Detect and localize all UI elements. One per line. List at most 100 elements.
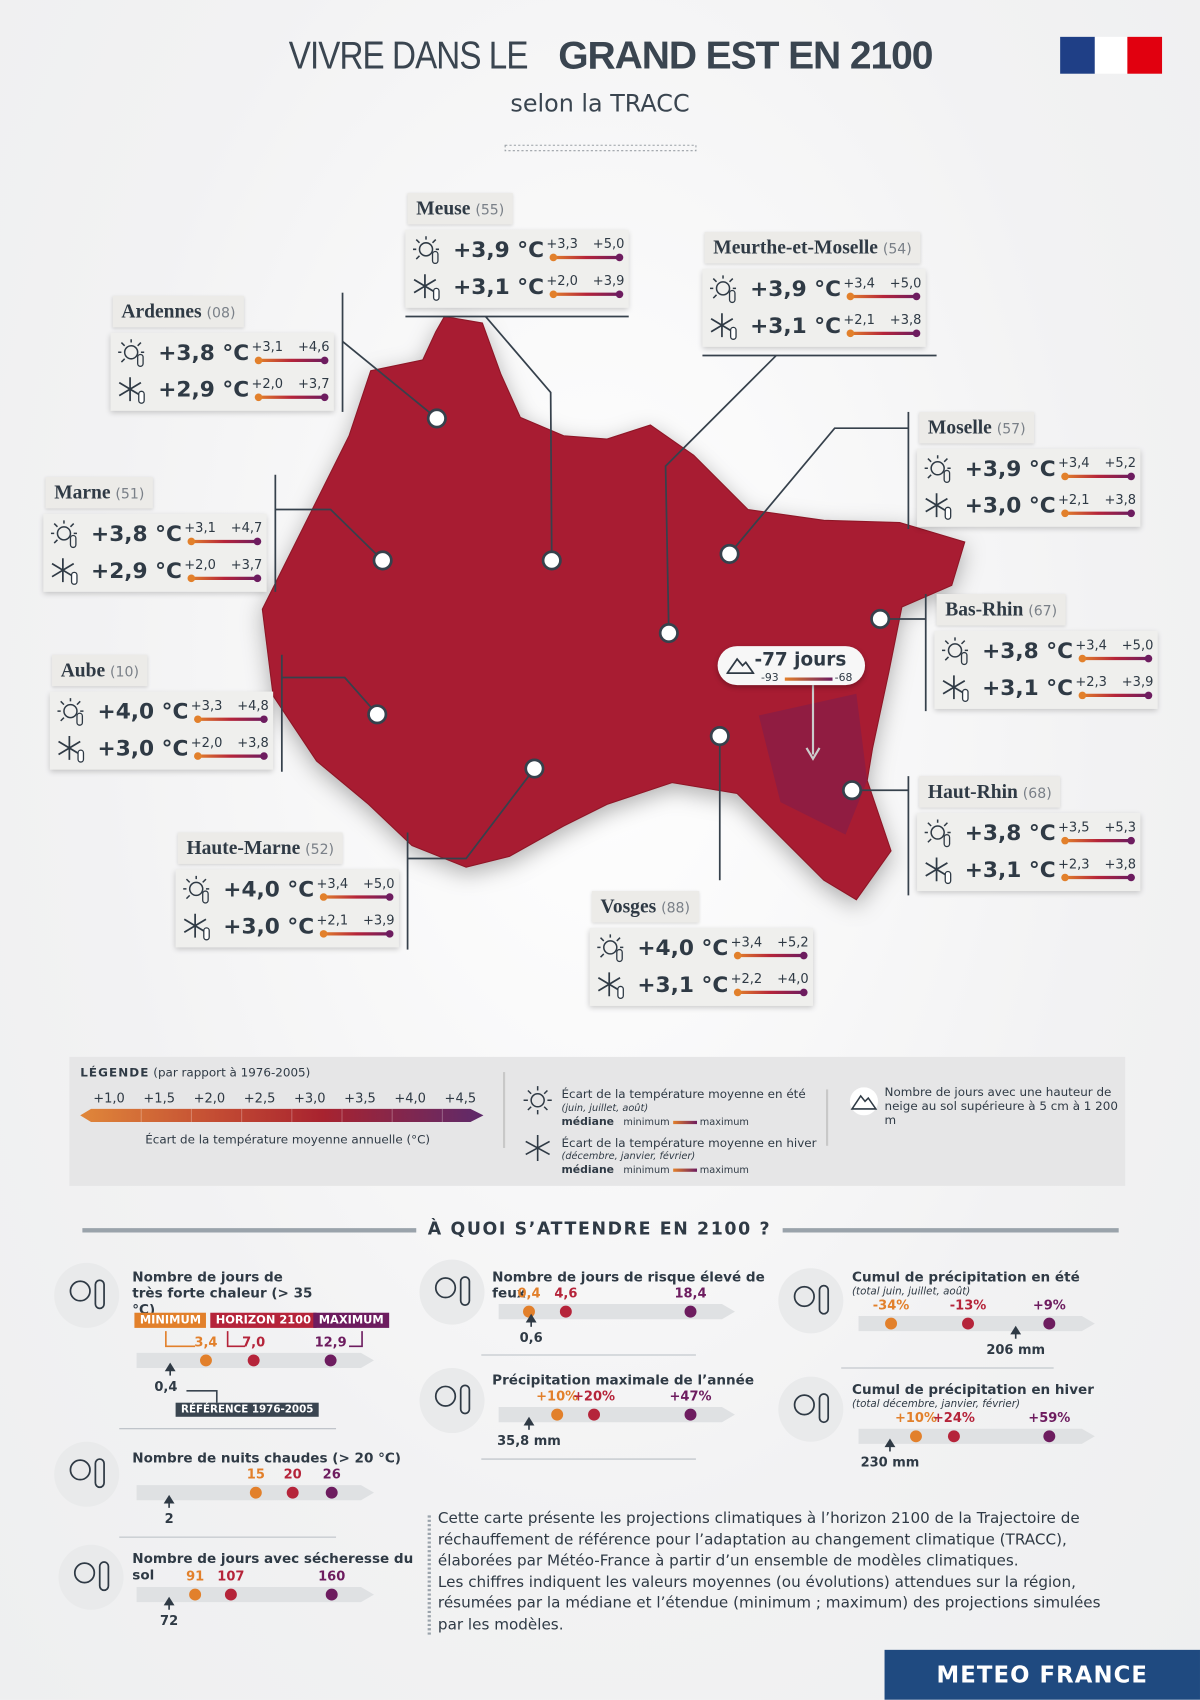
range-bar (846, 292, 921, 301)
snow-bubble: -77 jours -93 -68 (717, 646, 866, 686)
range-dot (523, 1305, 535, 1318)
median: +3,1 °C (453, 273, 544, 300)
connector-line (275, 508, 384, 562)
range-dot (286, 1486, 299, 1499)
range-max: +5,0 (592, 236, 625, 252)
sun-thermo-icon (69, 1280, 91, 1302)
winter-months: (décembre, janvier, février) (561, 1151, 696, 1163)
dept-code: (10) (110, 664, 139, 681)
sun-icon (413, 236, 440, 265)
range-min: +2,3 (1075, 674, 1107, 690)
range-dot (249, 1486, 262, 1499)
reference-value: 0,6 (519, 1330, 543, 1346)
dept-code: (68) (1022, 785, 1052, 803)
mountain-icon (726, 657, 755, 675)
range-dot (962, 1317, 974, 1330)
winter-row: +3,1 °C +2,2 +4,0 (590, 967, 813, 1004)
range-min: +3,5 (1057, 819, 1090, 835)
connector-line (664, 354, 777, 634)
value-max: 18,4 (674, 1285, 707, 1301)
sun-icon (924, 455, 951, 484)
median: +3,1 °C (637, 971, 729, 998)
range-dot (199, 1354, 212, 1367)
value-min: -34% (872, 1297, 910, 1313)
range-dot (324, 1354, 337, 1367)
hatch (504, 144, 697, 152)
snow-label: Nombre de jours avec une hauteur de neig… (884, 1085, 1118, 1128)
winter-row: +3,1 °C +2,3 +3,9 (934, 670, 1157, 707)
value-min: 0,4 (517, 1285, 541, 1301)
dept-code: (51) (115, 486, 145, 503)
range-max: +5,3 (1104, 819, 1137, 835)
range-max: +3,7 (297, 376, 330, 392)
divider (502, 1072, 506, 1148)
range-dot (947, 1430, 960, 1443)
indicator-title: Cumul de précipitation en été (852, 1268, 1080, 1285)
median: +4,0 °C (223, 875, 315, 902)
rain-snow-icon (818, 1393, 830, 1424)
median: +4,0 °C (637, 934, 729, 961)
value-median: 20 (283, 1466, 302, 1482)
indicators (54, 1259, 1095, 1610)
dept-name: Vosges (600, 895, 657, 918)
dept-name: Meuse (416, 197, 471, 219)
maximum-label: maximum (699, 1165, 749, 1177)
range: +3,1 +4,6 (251, 339, 330, 367)
range: +2,0 +3,9 (546, 273, 624, 301)
dept-code: (08) (206, 305, 236, 322)
scale-label: +1,5 (143, 1090, 175, 1106)
fire-icon-bg (419, 1259, 485, 1325)
range: +3,4 +5,0 (317, 876, 395, 904)
range: +2,3 +3,8 (1058, 856, 1136, 884)
range-min: +3,4 (1057, 455, 1090, 471)
value-min: +10% (536, 1388, 579, 1404)
winter-row: +3,1 °C +2,0 +3,9 (405, 269, 628, 306)
indicator-title: Nombre de jours de risque élevé de feux (492, 1268, 765, 1301)
range-dot (559, 1305, 572, 1318)
median: +3,9 °C (750, 275, 841, 302)
maximum-label: maximum (699, 1117, 749, 1129)
fire-icon (434, 1277, 457, 1299)
map-pin (541, 550, 562, 571)
range: +3,3 +4,8 (191, 698, 269, 726)
range-dot (684, 1408, 697, 1421)
range: +3,4 +5,0 (1075, 637, 1153, 665)
range: +3,3 +5,0 (546, 236, 624, 264)
range-bar (1061, 509, 1135, 518)
range-bar (1061, 472, 1135, 481)
snow-arrow-head (805, 747, 821, 761)
summer-row: +3,9 °C +3,3 +5,0 (405, 232, 628, 269)
dept-card: +3,8 °C +3,1 +4,6 +2,9 °C +2,0 +3,7 (110, 332, 334, 411)
map-pin (841, 780, 863, 801)
snowflake-icon (118, 377, 145, 404)
range: +3,5 +5,3 (1058, 820, 1136, 848)
scale-label: +2,0 (193, 1090, 226, 1106)
drought-icon (73, 1562, 96, 1584)
minimum-label: minimum (623, 1117, 670, 1129)
dept-code: (52) (305, 842, 335, 859)
winter-row: +3,0 °C +2,1 +3,9 (176, 908, 399, 945)
snowflake-icon (925, 857, 952, 885)
range-min: +2,0 (184, 557, 216, 573)
title: VIVRE DANS LE GRAND EST EN 2100 (0, 33, 1200, 79)
reference-value: 0,4 (154, 1378, 178, 1395)
connector-line (728, 427, 909, 555)
range: +3,4 +5,2 (1058, 455, 1136, 483)
value-median: 7,0 (242, 1334, 266, 1350)
range-bar (1078, 654, 1153, 663)
map-pin (719, 543, 740, 564)
connector-line (341, 340, 438, 420)
summer-row: +4,0 °C +3,3 +4,8 (50, 694, 273, 731)
winter-row: +3,0 °C +2,1 +3,8 (917, 488, 1140, 525)
range-max: +3,8 (889, 312, 922, 328)
winter-row: +2,9 °C +2,0 +3,7 (111, 372, 334, 409)
reference-marker (525, 1313, 537, 1323)
value-median: -13% (949, 1297, 987, 1313)
range-min: +2,1 (1057, 492, 1090, 508)
range: +3,4 +5,2 (731, 934, 809, 962)
region-map (261, 315, 966, 901)
range-max: +3,8 (1104, 492, 1137, 508)
snow-min: -93 (760, 672, 779, 685)
range-bar (733, 988, 808, 997)
